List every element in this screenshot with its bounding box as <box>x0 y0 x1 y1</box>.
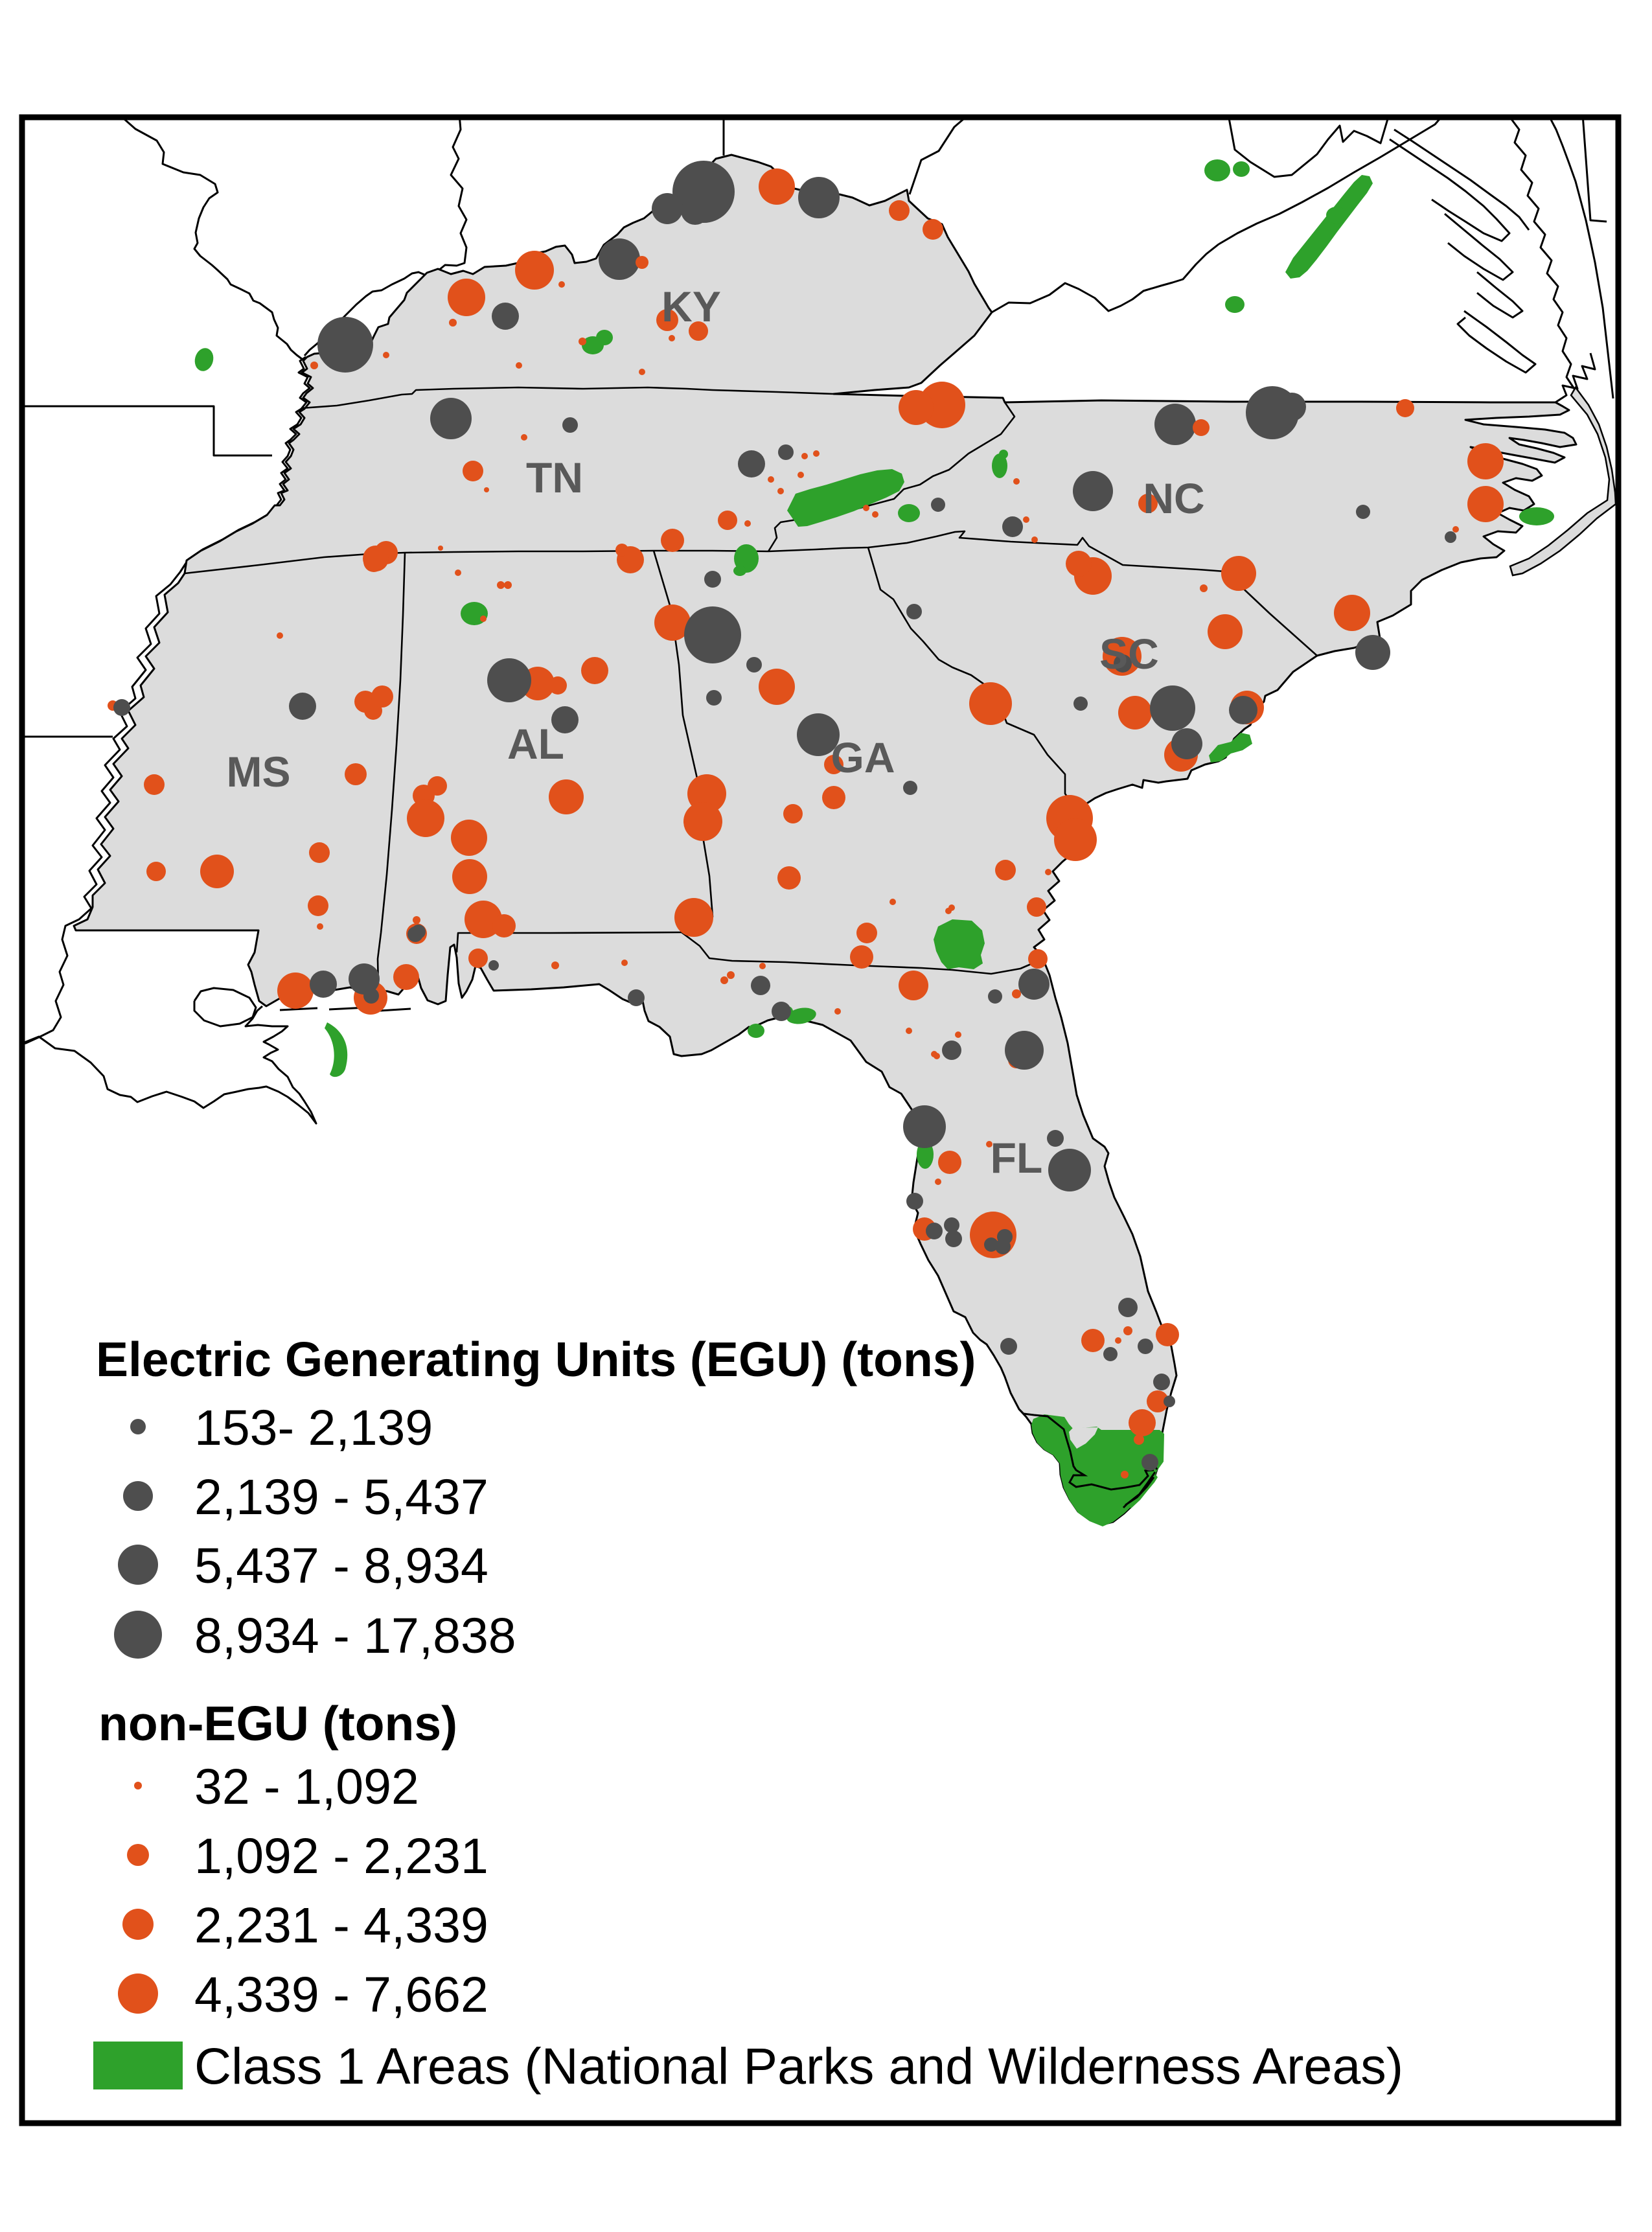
svg-text:SC: SC <box>1099 630 1159 678</box>
svg-text:5,437 - 8,934: 5,437 - 8,934 <box>194 1538 488 1594</box>
svg-text:MS: MS <box>227 748 291 796</box>
svg-text:4,339 - 7,662: 4,339 - 7,662 <box>194 1967 488 2023</box>
svg-text:2,139 - 5,437: 2,139 - 5,437 <box>194 1469 488 1525</box>
svg-text:FL: FL <box>991 1134 1043 1182</box>
svg-text:KY: KY <box>661 282 721 330</box>
svg-text:8,934 - 17,838: 8,934 - 17,838 <box>194 1608 516 1664</box>
svg-text:NC: NC <box>1143 474 1204 522</box>
svg-text:1,092 - 2,231: 1,092 - 2,231 <box>194 1828 488 1884</box>
svg-text:Electric Generating Units (EGU: Electric Generating Units (EGU) (tons) <box>96 1332 976 1386</box>
svg-text:153- 2,139: 153- 2,139 <box>194 1400 433 1456</box>
svg-text:TN: TN <box>526 454 583 501</box>
svg-text:AL: AL <box>507 720 564 768</box>
svg-text:2,231 - 4,339: 2,231 - 4,339 <box>194 1898 488 1953</box>
svg-text:32 - 1,092: 32 - 1,092 <box>194 1759 419 1815</box>
svg-text:non-EGU (tons): non-EGU (tons) <box>98 1696 457 1751</box>
svg-text:GA: GA <box>831 733 895 781</box>
svg-text:Class 1 Areas (National Parks: Class 1 Areas (National Parks and Wilder… <box>194 2037 1403 2095</box>
